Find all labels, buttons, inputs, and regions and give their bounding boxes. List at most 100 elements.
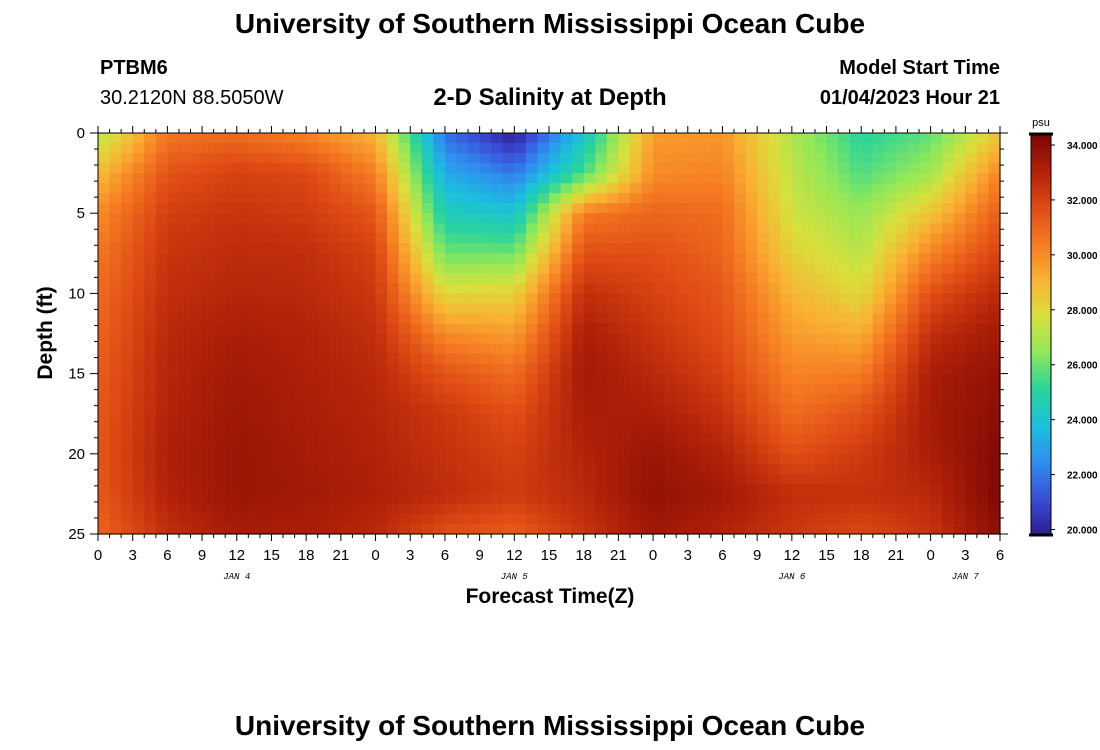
heat-cell (479, 393, 492, 405)
heat-cell (248, 333, 261, 345)
heat-cell (676, 233, 689, 244)
heat-cell (236, 433, 249, 445)
heat-cell (491, 463, 504, 475)
heat-cell (410, 513, 423, 525)
heat-cell (167, 203, 180, 214)
heat-cell (976, 153, 990, 164)
heat-cell (780, 313, 793, 325)
heat-cell (525, 183, 539, 194)
heat-cell (121, 173, 134, 184)
heat-cell (167, 483, 180, 495)
heat-cell (768, 213, 781, 224)
heat-cell (121, 213, 134, 224)
heat-cell (167, 323, 180, 335)
heat-cell (583, 353, 596, 365)
heat-cell (248, 283, 261, 294)
heat-cell (444, 303, 458, 315)
heat-cell (595, 203, 608, 214)
heat-cell (861, 483, 874, 495)
heat-cell (294, 173, 307, 184)
heat-cell (699, 253, 712, 264)
heat-cell (421, 523, 434, 535)
heat-cell (838, 143, 851, 154)
heat-cell (132, 223, 145, 234)
heat-cell (421, 293, 434, 305)
heat-cell (421, 443, 434, 455)
heat-cell (826, 263, 839, 274)
heat-cell (387, 473, 400, 485)
heat-cell (930, 263, 943, 274)
heat-cell (768, 353, 781, 365)
x-tick-label: 18 (575, 547, 592, 564)
heat-cell (676, 393, 689, 405)
heat-cell (919, 413, 932, 425)
heat-cell (236, 163, 249, 174)
heat-cell (710, 523, 724, 535)
heat-cell (387, 423, 400, 435)
heat-cell (155, 263, 168, 274)
heat-cell (271, 463, 284, 475)
heat-cell (398, 393, 411, 405)
heat-cell (132, 143, 145, 154)
heat-cell (144, 173, 157, 184)
heat-cell (410, 393, 423, 405)
heat-cell (965, 203, 978, 214)
heat-cell (734, 423, 747, 435)
x-axis-label: Forecast Time(Z) (465, 585, 635, 608)
heat-cell (803, 203, 816, 214)
heat-cell (502, 383, 515, 395)
heat-cell (525, 133, 539, 144)
heat-cell (502, 303, 515, 315)
heat-cell (803, 323, 816, 335)
heat-cell (757, 443, 770, 455)
heat-cell (757, 523, 770, 535)
heat-cell (976, 493, 990, 505)
heat-cell (768, 313, 781, 325)
heat-cell (190, 153, 203, 164)
heat-cell (884, 403, 897, 415)
heat-cell (444, 423, 458, 435)
colorbar-tick-label: 24.000 (1067, 416, 1098, 427)
heat-cell (976, 413, 990, 425)
heat-cell (155, 203, 168, 214)
y-axis-label: Depth (ft) (34, 286, 57, 380)
heat-cell (919, 513, 932, 525)
heat-cell (132, 233, 145, 244)
heat-cell (375, 383, 388, 395)
heat-cell (398, 433, 411, 445)
heat-cell (919, 283, 932, 294)
heat-cell (884, 353, 897, 365)
heat-cell (907, 143, 920, 154)
heat-cell (872, 373, 885, 385)
heat-cell (491, 493, 504, 505)
heat-cell (872, 483, 885, 495)
heat-cell (919, 403, 932, 415)
heat-cell (780, 283, 793, 294)
heat-cell (907, 473, 920, 485)
heat-cell (930, 373, 943, 385)
heat-cell (225, 143, 238, 154)
heat-cell (479, 283, 492, 294)
heat-cell (294, 303, 307, 315)
heat-cell (352, 243, 365, 254)
heat-cell (444, 193, 458, 204)
heat-cell (791, 243, 805, 254)
heat-cell (248, 233, 261, 244)
heat-cell (271, 283, 284, 294)
heat-cell (213, 243, 226, 254)
heat-cell (352, 173, 365, 184)
heat-cell (387, 513, 400, 525)
heat-cell (595, 153, 608, 164)
heat-cell (826, 403, 839, 415)
heat-cell (132, 403, 145, 415)
heat-cell (942, 463, 955, 475)
heat-cell (202, 493, 215, 505)
heat-cell (907, 363, 920, 375)
heat-cell (537, 293, 550, 305)
heat-cell (167, 373, 180, 385)
heat-cell (213, 153, 226, 164)
heat-cell (560, 393, 573, 405)
heat-cell (884, 213, 897, 224)
heat-cell (734, 373, 747, 385)
heat-cell (375, 263, 388, 274)
